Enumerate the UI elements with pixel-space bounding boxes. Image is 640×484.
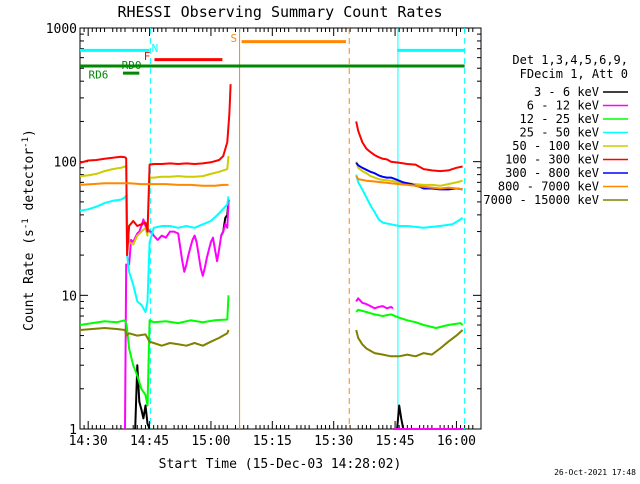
y-axis-label-sup1: -1	[21, 218, 31, 229]
legend-label: 100 - 300 keV	[505, 153, 599, 167]
legend-label: 50 - 100 keV	[512, 139, 599, 153]
series-line	[79, 327, 230, 347]
y-tick-label: 1000	[46, 22, 77, 37]
legend: Det 1,3,4,5,6,9, FDecim 1, Att 0 3 - 6 k…	[483, 53, 628, 207]
y-tick-label: 1	[69, 423, 77, 438]
series-line	[79, 319, 128, 326]
x-axis-ticks: 14:30 14:45 15:00 15:15 15:30 15:45 16:00	[69, 28, 482, 449]
state-bar-label: S	[231, 32, 238, 45]
legend-label: 7000 - 15000 keV	[483, 193, 599, 207]
series-line	[355, 121, 463, 173]
y-tick-label: 100	[54, 156, 77, 171]
series-line	[79, 84, 232, 257]
series-line	[355, 308, 464, 329]
legend-label: 300 - 800 keV	[505, 166, 599, 180]
x-tick-label: 15:00	[191, 434, 230, 449]
state-bar-label: RD0	[122, 59, 142, 72]
series-line	[125, 295, 230, 407]
legend-header-line-1: Det 1,3,4,5,6,9,	[512, 53, 628, 67]
y-axis-label: Count Rate (s-1 detector-1)	[21, 129, 37, 331]
series-line	[355, 175, 463, 191]
timestamp: 26-Oct-2021 17:48	[554, 468, 636, 477]
legend-header-line-2: FDecim 1, Att 0	[520, 67, 628, 81]
series-line	[79, 182, 229, 187]
series-line	[124, 201, 230, 430]
legend-label: 800 - 7000 keV	[498, 180, 599, 194]
state-bars: NF S RD0 RD6	[80, 32, 465, 81]
series-line	[396, 404, 405, 430]
y-axis-ticks: 1 10 100 1000	[46, 22, 481, 438]
y-axis-label-sup2: -1	[21, 137, 31, 148]
x-axis-label: Start Time (15-Dec-03 14:28:02)	[159, 457, 402, 472]
series-line	[355, 329, 464, 358]
x-tick-label: 14:45	[130, 434, 169, 449]
series-line	[134, 364, 151, 430]
series-line	[79, 194, 230, 313]
y-tick-label: 10	[61, 289, 77, 304]
vertical-markers	[149, 28, 466, 429]
state-bar-label: N	[152, 42, 159, 55]
x-tick-label: 14:30	[69, 434, 108, 449]
state-bar-label: F	[144, 50, 151, 63]
x-tick-label: 15:45	[376, 434, 415, 449]
chart-title: RHESSI Observing Summary Count Rates	[117, 3, 442, 21]
series-lines	[79, 84, 464, 430]
y-axis-label-end: )	[22, 129, 37, 137]
series-line	[79, 156, 230, 246]
series-line	[355, 161, 463, 187]
x-tick-label: 15:15	[253, 434, 292, 449]
state-bar-label: RD6	[88, 68, 108, 81]
legend-label: 6 - 12 keV	[527, 99, 599, 113]
legend-label: 12 - 25 keV	[520, 112, 599, 126]
x-tick-label: 16:00	[437, 434, 476, 449]
x-tick-label: 15:30	[314, 434, 353, 449]
legend-label: 25 - 50 keV	[520, 126, 599, 140]
y-axis-label-main: Count Rate (s	[22, 229, 37, 331]
series-line	[355, 297, 394, 310]
legend-label: 3 - 6 keV	[534, 85, 599, 99]
series-line	[355, 174, 464, 229]
y-axis-label-mid: detector	[22, 148, 37, 219]
